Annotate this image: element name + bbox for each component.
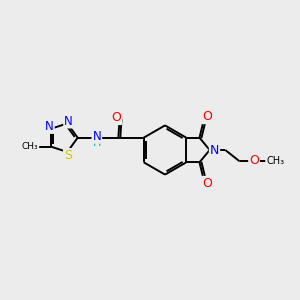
Text: O: O <box>249 154 259 167</box>
Text: N: N <box>45 120 54 133</box>
Text: N: N <box>64 115 73 128</box>
Text: S: S <box>64 149 72 162</box>
Text: H: H <box>93 138 101 148</box>
Text: O: O <box>202 110 212 123</box>
Text: N: N <box>210 143 219 157</box>
Text: N: N <box>92 130 101 143</box>
Text: CH₃: CH₃ <box>266 156 284 167</box>
Text: O: O <box>202 177 212 190</box>
Text: O: O <box>111 111 121 124</box>
Text: CH₃: CH₃ <box>22 142 38 151</box>
